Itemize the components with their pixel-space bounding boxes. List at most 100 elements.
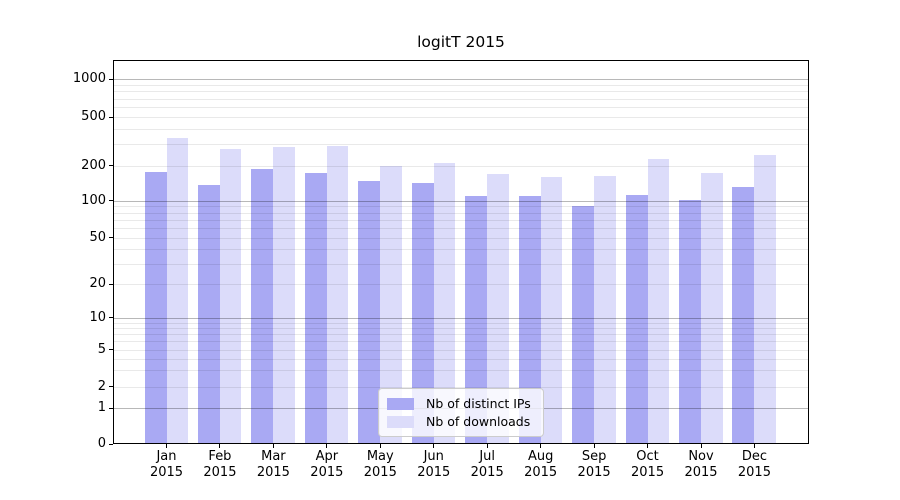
year-label: 2015: [684, 464, 718, 480]
y-tick-mark: [109, 349, 113, 350]
y-axis-tick-label: 0: [97, 436, 106, 451]
y-axis-tick-label: 1000: [72, 71, 106, 87]
x-tick-mark: [379, 444, 381, 448]
legend-swatch-downloads: [387, 415, 414, 428]
bar-downloads-mar: [273, 146, 295, 444]
minor-gridline: [114, 263, 808, 265]
legend-item: Nb of downloads: [387, 415, 535, 428]
year-label: 2015: [631, 464, 665, 480]
x-tick-mark: [166, 444, 167, 448]
minor-gridline: [114, 98, 808, 100]
major-gridline: [114, 317, 808, 319]
y-tick-mark: [109, 443, 113, 445]
minor-gridline: [114, 386, 808, 388]
bar-downloads-jun: [433, 162, 456, 444]
minor-gridline: [114, 349, 808, 351]
bar-downloads-may: [380, 165, 402, 444]
minor-gridline: [114, 227, 808, 229]
year-label: 2015: [363, 464, 397, 480]
x-axis-tick-label: Mar 2015: [241, 449, 305, 480]
minor-gridline: [114, 358, 808, 360]
y-axis-tick-label: 10: [89, 309, 106, 325]
bar-distinct-ips-mar: [251, 168, 274, 444]
y-tick-mark: [109, 317, 113, 319]
x-axis-tick-label: Apr 2015: [295, 449, 359, 480]
bar-distinct-ips-jul: [465, 195, 488, 444]
x-axis-tick-label: Nov 2015: [669, 449, 733, 480]
x-tick-mark: [647, 444, 649, 448]
month-label: Dec: [741, 449, 768, 464]
x-axis-tick-label: Oct 2015: [616, 449, 680, 480]
x-tick-mark: [700, 444, 702, 448]
y-axis-tick-label: 2: [97, 378, 106, 394]
y-tick-mark: [109, 386, 113, 387]
minor-gridline: [114, 128, 808, 130]
y-axis-tick-label: 1: [97, 400, 106, 415]
minor-gridline: [114, 370, 808, 372]
y-tick-mark: [109, 200, 113, 202]
bar-downloads-sep: [594, 175, 616, 444]
y-tick-mark: [109, 116, 113, 118]
month-label: May: [366, 449, 394, 464]
minor-gridline: [114, 248, 808, 250]
x-axis-tick-label: Sep 2015: [562, 449, 626, 480]
month-label: Aug: [527, 449, 554, 464]
minor-gridline: [114, 341, 808, 343]
month-label: Jan: [156, 449, 177, 464]
y-axis-tick-label: 50: [89, 229, 106, 245]
month-label: Jul: [479, 449, 496, 464]
y-axis-tick-label: 5: [97, 341, 106, 357]
x-tick-mark: [753, 444, 755, 448]
x-tick-mark: [219, 444, 221, 448]
legend-label: Nb of distinct IPs: [426, 396, 531, 411]
year-label: 2015: [310, 464, 344, 480]
bar-distinct-ips-nov: [679, 200, 701, 444]
x-axis-tick-label: Aug 2015: [509, 449, 573, 480]
year-label: 2015: [737, 464, 771, 480]
x-tick-mark: [326, 444, 328, 448]
legend-label: Nb of downloads: [426, 414, 531, 429]
month-label: Oct: [636, 449, 659, 464]
month-label: Jun: [423, 449, 444, 464]
bar-downloads-oct: [647, 159, 670, 444]
year-label: 2015: [203, 464, 237, 480]
month-label: Sep: [581, 449, 607, 464]
x-tick-mark: [486, 444, 488, 448]
year-label: 2015: [524, 464, 558, 480]
bar-downloads-jan: [166, 138, 188, 444]
y-tick-mark: [109, 237, 113, 238]
x-axis-tick-label: Feb 2015: [188, 449, 252, 480]
minor-gridline: [114, 219, 808, 221]
month-label: Mar: [261, 449, 286, 464]
bar-distinct-ips-jan: [144, 172, 167, 444]
x-tick-mark: [433, 444, 435, 448]
bar-distinct-ips-apr: [304, 172, 327, 444]
x-axis-tick-label: Jul 2015: [455, 449, 519, 480]
legend: Nb of distinct IPs Nb of downloads: [378, 388, 544, 437]
minor-gridline: [114, 327, 808, 329]
bar-distinct-ips-aug: [518, 195, 541, 444]
minor-gridline: [114, 334, 808, 336]
legend-item: Nb of distinct IPs: [387, 397, 535, 410]
minor-gridline: [114, 85, 808, 87]
year-label: 2015: [149, 464, 184, 480]
bar-distinct-ips-jun: [411, 183, 434, 444]
y-axis-tick-label: 20: [89, 276, 106, 292]
year-label: 2015: [417, 464, 451, 480]
minor-gridline: [114, 165, 808, 167]
minor-gridline: [114, 212, 808, 214]
minor-gridline: [114, 117, 808, 118]
y-axis-tick-label: 100: [81, 192, 106, 208]
y-tick-mark: [109, 165, 113, 166]
bar-downloads-dec: [754, 155, 776, 444]
bar-distinct-ips-oct: [625, 194, 648, 444]
minor-gridline: [114, 237, 808, 239]
bar-distinct-ips-dec: [732, 187, 755, 444]
minor-gridline: [114, 284, 808, 286]
bar-downloads-jul: [487, 173, 509, 444]
x-axis-tick-label: Jan 2015: [135, 449, 199, 480]
month-label: Nov: [688, 449, 714, 464]
minor-gridline: [114, 107, 808, 109]
major-gridline: [114, 200, 808, 202]
